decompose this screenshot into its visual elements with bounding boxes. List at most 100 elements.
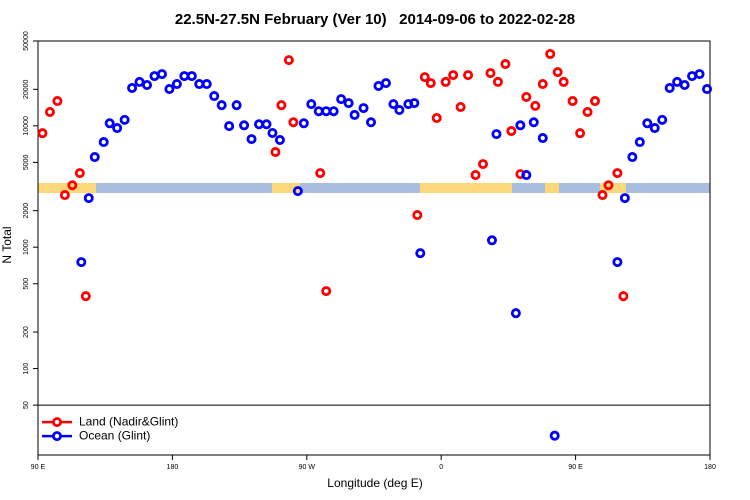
point <box>246 134 257 145</box>
point <box>112 123 123 134</box>
land-band <box>545 183 559 193</box>
point <box>119 114 130 125</box>
point <box>549 430 560 441</box>
land-band <box>420 183 512 193</box>
point <box>409 98 420 109</box>
legend-label: Ocean (Glint) <box>79 428 150 442</box>
point <box>597 190 608 201</box>
point <box>127 82 138 93</box>
point <box>201 79 212 90</box>
point <box>67 180 78 191</box>
point <box>521 91 532 102</box>
land-band <box>38 183 96 193</box>
point <box>306 99 317 110</box>
point <box>274 135 285 146</box>
point <box>664 82 675 93</box>
point <box>425 78 436 89</box>
point <box>59 190 70 201</box>
point <box>582 107 593 118</box>
point <box>506 126 517 137</box>
point <box>415 248 426 259</box>
point <box>231 100 242 111</box>
x-tick-label: 180 <box>704 464 716 471</box>
point <box>267 127 278 138</box>
point <box>440 76 451 87</box>
point <box>530 100 541 111</box>
x-tick-label: 90 E <box>31 464 46 471</box>
point <box>315 168 326 179</box>
y-tick-label: 200 <box>23 326 30 338</box>
point <box>521 170 532 181</box>
x-tick-label: 90 E <box>568 464 583 471</box>
point <box>412 210 423 221</box>
point <box>537 133 548 144</box>
point <box>528 117 539 128</box>
point <box>298 118 309 129</box>
y-tick-label: 50 <box>23 401 30 409</box>
point <box>510 308 521 319</box>
point <box>537 79 548 90</box>
y-tick-label: 10000 <box>23 116 30 136</box>
point <box>37 128 48 139</box>
point <box>627 152 638 163</box>
y-tick-label: 5000 <box>23 154 30 170</box>
x-axis-label: Longitude (deg E) <box>327 476 422 490</box>
point <box>618 291 629 302</box>
y-tick-label: 1000 <box>23 239 30 255</box>
point <box>558 76 569 87</box>
point <box>455 101 466 112</box>
point <box>491 129 502 140</box>
point <box>657 114 668 125</box>
point <box>470 170 481 181</box>
point <box>171 79 182 90</box>
point <box>283 55 294 66</box>
point <box>328 106 339 117</box>
point <box>164 84 175 95</box>
y-axis-label: N Total <box>0 226 14 263</box>
point <box>603 180 614 191</box>
point <box>612 168 623 179</box>
x-tick-label: 180 <box>167 464 179 471</box>
point <box>634 137 645 148</box>
land-band <box>600 183 626 193</box>
point <box>239 120 250 131</box>
point <box>366 117 377 128</box>
legend-marker <box>52 417 63 428</box>
point <box>343 98 354 109</box>
point <box>276 100 287 111</box>
point <box>679 79 690 90</box>
point <box>431 113 442 124</box>
point <box>80 291 91 302</box>
point <box>545 48 556 59</box>
point <box>380 78 391 89</box>
legend-marker <box>52 431 63 442</box>
point <box>478 159 489 170</box>
point <box>288 117 299 128</box>
point <box>52 96 63 107</box>
plot-frame <box>37 40 711 456</box>
point <box>619 193 630 204</box>
point <box>500 59 511 70</box>
point <box>492 76 503 87</box>
point <box>76 257 87 268</box>
point <box>552 67 563 78</box>
point <box>261 119 272 130</box>
point <box>336 94 347 105</box>
point <box>89 152 100 163</box>
point <box>419 72 430 83</box>
point <box>292 186 303 197</box>
point <box>394 105 405 116</box>
point <box>349 109 360 120</box>
point <box>83 193 94 204</box>
point <box>156 69 167 80</box>
point <box>186 71 197 82</box>
point <box>224 121 235 132</box>
point <box>485 68 496 79</box>
point <box>44 107 55 118</box>
y-tick-label: 20000 <box>23 79 30 99</box>
point <box>358 103 369 114</box>
point <box>448 70 459 81</box>
point <box>694 69 705 80</box>
y-tick-label: 2000 <box>23 203 30 219</box>
